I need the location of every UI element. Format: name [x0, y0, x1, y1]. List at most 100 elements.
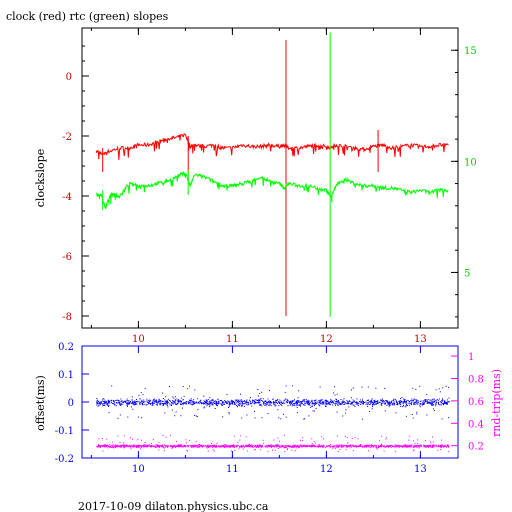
data-point-offset	[324, 399, 326, 401]
data-point-rnd-trip	[376, 447, 377, 448]
data-point-rnd-trip	[133, 445, 134, 447]
data-point-offset	[380, 403, 382, 405]
data-point-rnd-trip	[345, 446, 347, 448]
data-point-offset	[273, 401, 275, 403]
data-point-rnd-trip	[369, 444, 370, 446]
data-point-offset	[222, 402, 224, 404]
data-point-offset	[360, 402, 362, 404]
data-point-offset	[159, 403, 160, 405]
data-point-offset	[145, 404, 147, 406]
data-point-rnd-trip	[370, 444, 372, 446]
data-point-offset	[203, 395, 205, 397]
data-point-offset	[109, 400, 111, 402]
data-point-rnd-trip	[174, 445, 176, 447]
data-point-offset	[360, 402, 362, 404]
data-point-offset	[214, 402, 216, 404]
data-point-offset	[357, 402, 359, 404]
data-point-rnd-trip	[294, 446, 295, 448]
data-point-offset	[194, 414, 196, 416]
data-point-rnd-trip	[366, 445, 368, 447]
data-point-offset	[371, 398, 373, 400]
data-point-offset	[334, 386, 335, 388]
data-point-rnd-trip	[210, 446, 212, 448]
data-point-rnd-trip	[207, 446, 208, 447]
data-point-offset	[356, 402, 357, 404]
data-point-offset	[208, 403, 210, 405]
data-point-rnd-trip	[232, 445, 234, 447]
data-point-offset	[138, 416, 140, 418]
data-point-rnd-trip	[123, 442, 125, 444]
data-point-offset	[404, 399, 406, 401]
data-point-offset	[311, 399, 313, 401]
data-point-rnd-trip	[320, 445, 322, 447]
data-point-rnd-trip	[129, 444, 131, 446]
data-point-offset	[147, 401, 149, 403]
data-point-offset	[264, 404, 266, 406]
data-point-offset	[174, 400, 176, 402]
data-point-offset	[442, 387, 444, 389]
data-point-offset	[185, 403, 186, 405]
data-point-rnd-trip	[110, 445, 111, 447]
data-point-rnd-trip	[261, 445, 263, 447]
data-point-offset	[333, 392, 335, 394]
data-point-offset	[300, 401, 302, 403]
data-point-offset	[354, 400, 356, 402]
data-point-offset	[328, 403, 330, 405]
data-point-offset	[243, 400, 245, 402]
data-point-offset	[353, 401, 355, 403]
data-point-offset	[310, 406, 312, 408]
data-point-rnd-trip	[205, 445, 206, 447]
data-point-rnd-trip	[143, 445, 145, 447]
data-point-offset	[435, 389, 437, 391]
data-point-offset	[426, 401, 428, 402]
data-point-offset	[345, 403, 347, 404]
data-point-offset	[426, 403, 428, 404]
data-point-rnd-trip	[373, 444, 375, 446]
data-point-offset	[181, 407, 183, 409]
data-point-offset	[365, 403, 367, 405]
data-point-offset	[339, 402, 341, 404]
data-point-offset	[363, 401, 365, 402]
data-point-rnd-trip	[139, 446, 141, 448]
data-point-offset	[396, 403, 398, 405]
data-point-offset	[97, 405, 99, 407]
data-point-rnd-trip	[320, 446, 322, 448]
data-point-rnd-trip	[275, 445, 277, 447]
data-point-offset	[401, 401, 403, 402]
data-point-offset	[182, 399, 184, 401]
data-point-offset	[339, 403, 341, 405]
data-point-offset	[319, 405, 321, 407]
data-point-rnd-trip	[206, 447, 208, 449]
data-point-offset	[393, 398, 395, 400]
data-point-offset	[376, 400, 378, 402]
data-point-offset	[222, 416, 224, 418]
data-point-rnd-trip	[147, 444, 149, 446]
data-point-offset	[164, 403, 166, 405]
data-point-rnd-trip	[415, 445, 417, 447]
data-point-offset	[180, 400, 182, 402]
data-point-offset	[311, 401, 313, 403]
data-point-offset	[256, 402, 258, 404]
data-point-offset	[413, 403, 415, 405]
data-point-offset	[206, 400, 207, 402]
data-point-rnd-trip	[323, 438, 324, 440]
data-point-rnd-trip	[132, 446, 134, 448]
data-point-offset	[213, 401, 215, 403]
data-point-offset	[343, 401, 345, 403]
data-point-offset	[445, 403, 447, 405]
data-point-offset	[285, 416, 287, 418]
data-point-rnd-trip	[441, 439, 442, 441]
data-point-offset	[146, 400, 148, 402]
data-point-offset	[344, 412, 346, 414]
data-point-offset	[245, 403, 247, 405]
data-point-offset	[388, 401, 390, 403]
data-point-rnd-trip	[372, 446, 374, 448]
data-point-offset	[118, 402, 120, 404]
data-point-offset	[124, 401, 126, 403]
data-point-offset	[269, 390, 270, 392]
data-point-offset	[139, 403, 141, 405]
data-point-rnd-trip	[358, 446, 360, 448]
data-point-rnd-trip	[349, 445, 350, 447]
data-point-offset	[259, 392, 261, 394]
data-point-rnd-trip	[234, 445, 236, 447]
